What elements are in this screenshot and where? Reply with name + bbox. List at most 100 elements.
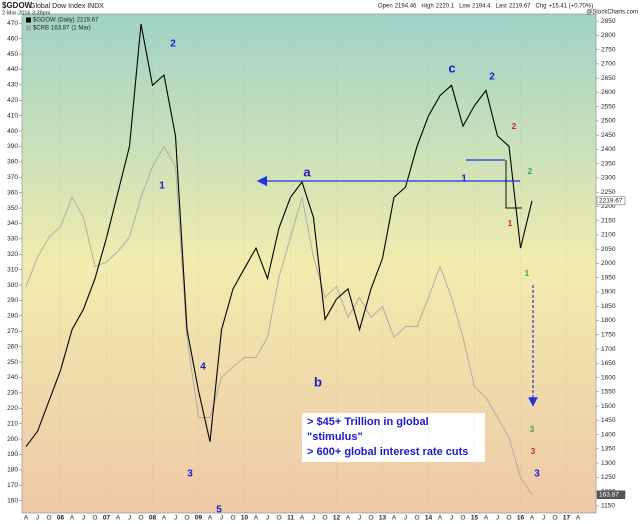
y-tick-label: 430 [7,82,18,89]
y2-tick-label: 1450 [601,417,616,424]
y-tick-label: 330 [7,236,18,243]
x-tick-label: A [530,515,535,522]
quote-value: 2220.1 [436,4,455,10]
x-tick-label: 08 [149,515,157,522]
quote-value: 2194.46 [395,4,417,10]
y2-tick-label: 2450 [601,132,616,139]
x-tick-label: 17 [563,515,571,522]
y2-tick-label: 1750 [601,332,616,339]
x-tick-label: J [496,515,499,522]
legend-value: 2219.67 [77,18,99,24]
x-tick-label: O [184,515,189,522]
x-tick-label: J [36,515,39,522]
title: Global Dow Index INDX [30,3,104,10]
y2-tick-label: 1800 [601,317,616,324]
x-tick-label: O [230,515,235,522]
y-tick-label: 210 [7,420,18,427]
x-tick-label: A [392,515,397,522]
legend-note: (1 Mar) [71,26,90,32]
x-tick-label: O [46,515,51,522]
wave-label: c [448,60,455,75]
x-tick-label: 13 [379,515,387,522]
quote-value: +15.41 (+0.70%) [549,4,594,10]
x-tick-label: J [266,515,269,522]
legend-name: $GDOW (Daily) [33,18,75,24]
y2-tick-label: 2100 [601,232,616,239]
quote-label: Last [495,4,507,10]
wave-label: 1 [525,269,530,278]
x-tick-label: O [506,515,511,522]
y2-tick-label: 2050 [601,246,616,253]
y2-tick-label: 1300 [601,460,616,467]
x-tick-label: O [138,515,143,522]
symbol: $GDOW [2,1,33,10]
y-tick-label: 290 [7,297,18,304]
x-tick-label: A [300,515,305,522]
x-tick-label: J [220,515,223,522]
y2-tick-label: 2200 [601,203,616,210]
wave-label: 2 [489,72,495,83]
x-tick-label: J [404,515,407,522]
y-tick-label: 310 [7,266,18,273]
quote-label: Chg [536,4,547,10]
y2-tick-label: 2150 [601,217,616,224]
y-tick-label: 360 [7,189,18,196]
text-box-line: > 600+ global interest rate cuts [307,446,468,458]
y2-tick-label: 1700 [601,346,616,353]
x-tick-label: 06 [57,515,65,522]
legend-value: 163.87 [51,26,70,32]
x-tick-label: O [322,515,327,522]
y-tick-label: 200 [7,436,18,443]
y-tick-label: 440 [7,66,18,73]
x-tick-label: J [128,515,131,522]
timestamp: 2-Mar-2016 3:38pm [2,10,51,16]
x-tick-label: O [460,515,465,522]
y2-tick-label: 1150 [601,503,615,510]
quote-value: 2219.67 [509,4,531,10]
y2-tick-label: 1900 [601,289,616,296]
x-tick-label: O [276,515,281,522]
y2-tick-label: 2000 [601,260,616,267]
last-value-label: 2219.67 [599,198,623,205]
y-tick-label: 220 [7,405,18,412]
x-tick-label: O [92,515,97,522]
last-value-tag [596,196,626,206]
y2-tick-label: 1600 [601,374,616,381]
y2-tick-label: 2250 [601,189,616,196]
last-value-tag [596,490,626,499]
legend-name: $CRB [33,26,49,32]
y-tick-label: 380 [7,159,18,166]
y-tick-label: 350 [7,205,18,212]
y-tick-label: 400 [7,128,18,135]
x-tick-label: A [208,515,213,522]
x-tick-label: 09 [195,515,203,522]
quote-label: Open [378,4,393,10]
y-tick-label: 470 [7,20,18,27]
wave-label: 1 [159,181,165,192]
y2-tick-label: 2700 [601,61,616,68]
level-line [505,160,522,209]
wave-label: 3 [531,447,536,456]
y2-tick-label: 2800 [601,32,616,39]
y2-tick-label: 2350 [601,160,616,167]
y-tick-label: 460 [7,35,18,42]
y-tick-label: 230 [7,390,18,397]
wave-label: 5 [216,505,222,516]
y2-tick-label: 1550 [601,389,616,396]
quote-label: High [421,4,433,10]
text-box-line: > $45+ Trillion in global [307,416,429,428]
wave-label: 3 [530,425,535,434]
y2-tick-label: 2750 [601,46,616,53]
y-tick-label: 260 [7,343,18,350]
y-tick-label: 420 [7,97,18,104]
x-tick-label: J [174,515,177,522]
y2-tick-label: 1400 [601,431,616,438]
wave-label: 2 [512,122,517,131]
y2-tick-label: 1350 [601,446,616,453]
x-tick-label: 14 [425,515,433,522]
y2-tick-label: 2300 [601,175,616,182]
x-tick-label: J [312,515,315,522]
y2-tick-label: 2500 [601,118,616,125]
x-tick-label: J [542,515,545,522]
